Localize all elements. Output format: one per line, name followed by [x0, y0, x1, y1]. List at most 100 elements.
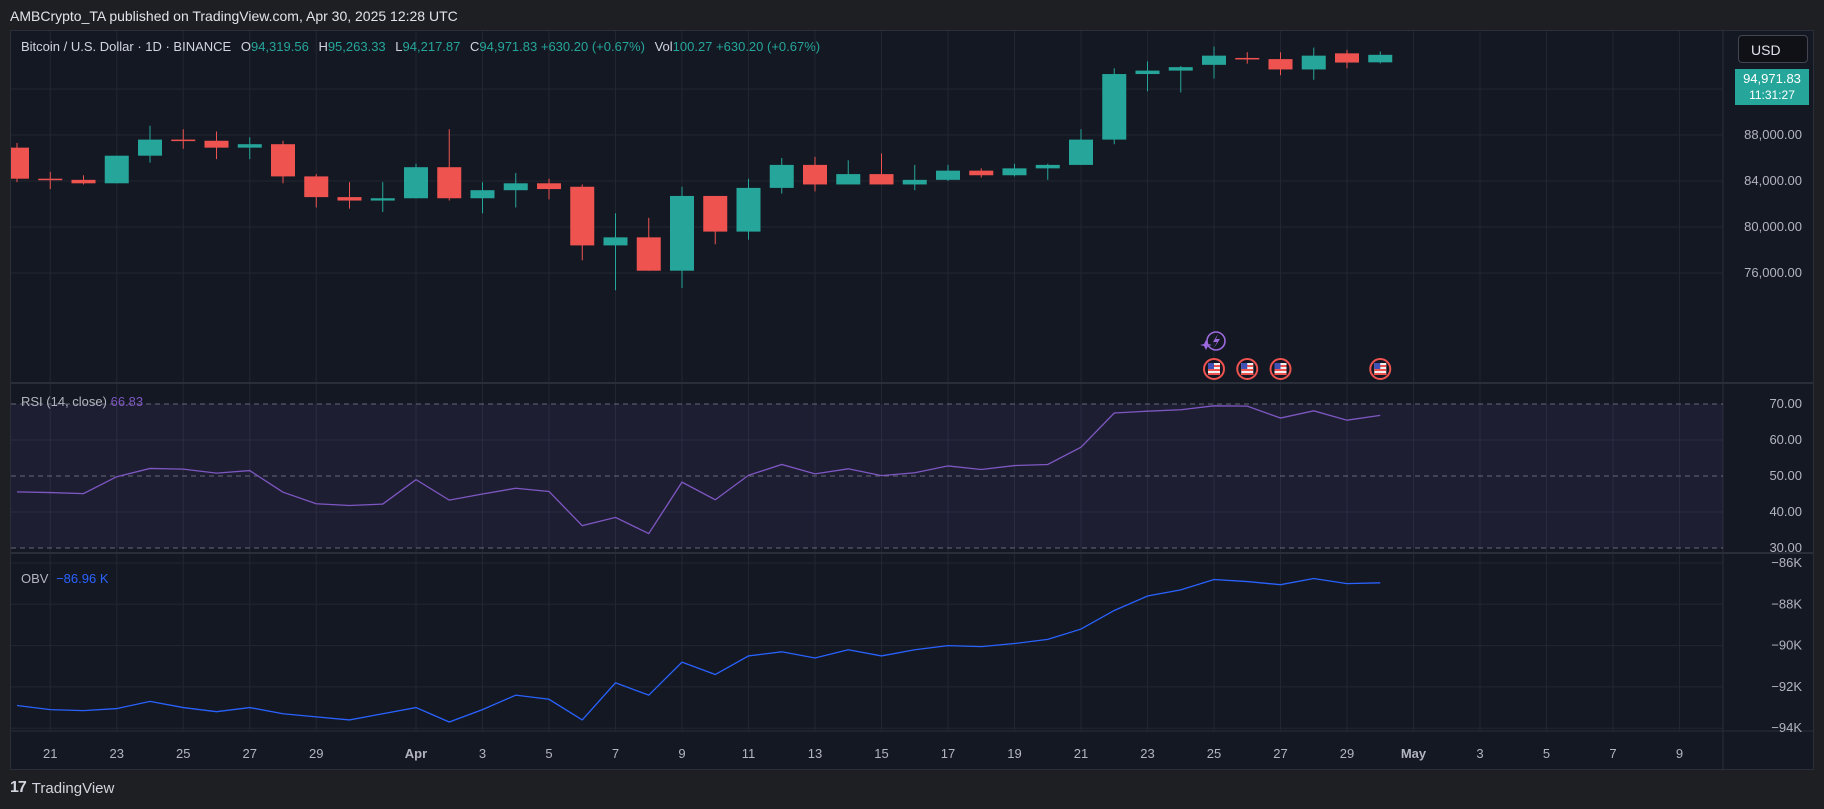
symbol-legend[interactable]: Bitcoin / U.S. Dollar · 1D · BINANCE O 94…: [21, 39, 820, 54]
candle-series: [11, 46, 1393, 291]
candle-body: [736, 187, 761, 232]
flag-canton: [1241, 363, 1248, 369]
time-tick-label: 23: [1140, 746, 1154, 761]
candle-body: [1102, 74, 1127, 140]
last-price-tag: 94,971.83 11:31:27: [1735, 69, 1809, 105]
time-tick-label: 17: [941, 746, 955, 761]
last-price-value: 94,971.83: [1743, 71, 1801, 86]
flag-stripe: [1241, 369, 1254, 371]
flag-canton: [1208, 363, 1214, 369]
lightning-bolt: [1213, 334, 1220, 348]
candle-body: [603, 237, 628, 246]
candle-body: [237, 144, 262, 148]
time-axis: 21 23 25 27 29 Apr 3 5 7 9 11 13 15 17 19 21 23 25 27 29 May…: [43, 746, 1683, 761]
candle-body: [670, 195, 694, 271]
candle-body: [1035, 164, 1060, 169]
candle-body: [1235, 57, 1260, 60]
change-value: +630.20 (+0.67%): [540, 39, 645, 54]
candle-body: [71, 179, 96, 184]
obv-tick-label: −88K: [1771, 596, 1802, 611]
candle-body: [171, 139, 196, 142]
symbol-name[interactable]: Bitcoin / U.S. Dollar · 1D · BINANCE: [21, 39, 232, 54]
tradingview-logo-icon[interactable]: 17: [10, 779, 27, 796]
rsi-legend[interactable]: RSI (14, close) 66.83: [21, 394, 143, 409]
obv-tick-label: −90K: [1771, 638, 1802, 653]
candle-body: [337, 197, 362, 201]
time-tick-label: 29: [1340, 746, 1354, 761]
bar-countdown: 11:31:27: [1749, 88, 1795, 102]
candle-body: [902, 179, 927, 185]
flag-stripe: [1208, 369, 1220, 371]
open-label: O: [240, 39, 251, 54]
candle-body: [304, 176, 329, 198]
currency-button[interactable]: USD: [1738, 35, 1808, 63]
candle-body: [138, 139, 162, 156]
candle-body: [836, 174, 861, 185]
candle-body: [470, 190, 495, 199]
time-tick-label: 7: [1609, 746, 1616, 761]
tradingview-brand-text[interactable]: TradingView: [31, 779, 115, 797]
obv-tick-label: −94K: [1771, 720, 1802, 735]
flag-stripe: [1274, 369, 1287, 371]
close-value: 94,971.83: [479, 39, 538, 54]
obv-tick-label: −92K: [1771, 679, 1802, 694]
candle-body: [204, 140, 229, 148]
us-flag-icon: [1236, 358, 1259, 380]
rsi-band-background: [11, 403, 1723, 549]
us-flag-icon: [1203, 358, 1225, 380]
obv-legend-label[interactable]: OBV: [21, 571, 49, 586]
candle-body: [1202, 55, 1226, 65]
time-tick-label: 29: [309, 746, 323, 761]
candle-body: [437, 167, 462, 199]
candle-body: [636, 237, 661, 271]
time-tick-label: 9: [1676, 746, 1683, 761]
obv-legend[interactable]: OBV −86.96 K: [21, 571, 109, 586]
obv-line: [16, 577, 1381, 723]
time-tick-label: 11: [742, 746, 756, 761]
candle-body: [803, 164, 827, 185]
time-tick-label: 13: [808, 746, 822, 761]
high-label: H: [318, 39, 328, 54]
rsi-tick-label: 40.00: [1769, 504, 1802, 519]
chart-frame[interactable]: 92,000.0088,000.0084,000.0080,000.0076,0…: [10, 30, 1814, 770]
price-axis: 92,000.0088,000.0084,000.0080,000.0076,0…: [1744, 81, 1802, 735]
volume-value: 100.27: [672, 39, 713, 54]
time-tick-label: 23: [110, 746, 124, 761]
rsi-series: [16, 405, 1381, 535]
time-tick-label: 3: [479, 746, 486, 761]
time-tick-label: Apr: [405, 746, 427, 761]
time-tick-label: 7: [612, 746, 619, 761]
price-tick-label: 88,000.00: [1744, 127, 1802, 142]
candle-body: [769, 164, 794, 188]
flag-stripe: [1274, 373, 1287, 375]
candle-body: [703, 195, 728, 232]
us-flag-icon: [1369, 358, 1392, 380]
candle-body: [1335, 53, 1359, 63]
rsi-tick-label: 30.00: [1769, 540, 1802, 555]
event-markers: [1200, 331, 1392, 380]
candle-body: [1268, 59, 1293, 70]
flag-canton: [1274, 363, 1281, 369]
candle-body: [969, 170, 994, 176]
price-tick-label: 76,000.00: [1744, 265, 1802, 280]
sparkle: [1200, 340, 1212, 350]
rsi-legend-label[interactable]: RSI (14, close): [21, 394, 107, 409]
publish-caption: AMBCrypto_TA published on TradingView.co…: [10, 8, 458, 24]
lightning-ring: [1206, 331, 1226, 351]
candle-body: [271, 144, 295, 177]
time-tick-label: 5: [1543, 746, 1550, 761]
time-tick-label: 27: [243, 746, 257, 761]
obv-tick-label: −86K: [1771, 555, 1802, 570]
high-value: 95,263.33: [327, 39, 386, 54]
rsi-tick-label: 50.00: [1769, 468, 1802, 483]
time-tick-label: 5: [545, 746, 552, 761]
rsi-tick-label: 70.00: [1769, 396, 1802, 411]
time-tick-label: 21: [1074, 746, 1088, 761]
candle-body: [1135, 70, 1160, 75]
footer-branding[interactable]: 17 TradingView: [10, 779, 114, 797]
us-flag-icon: [1269, 358, 1292, 380]
candle-body: [1301, 55, 1326, 70]
price-tick-label: 80,000.00: [1744, 219, 1802, 234]
candle-body: [1002, 168, 1027, 176]
chart-canvas[interactable]: 92,000.0088,000.0084,000.0080,000.0076,0…: [11, 31, 1814, 770]
